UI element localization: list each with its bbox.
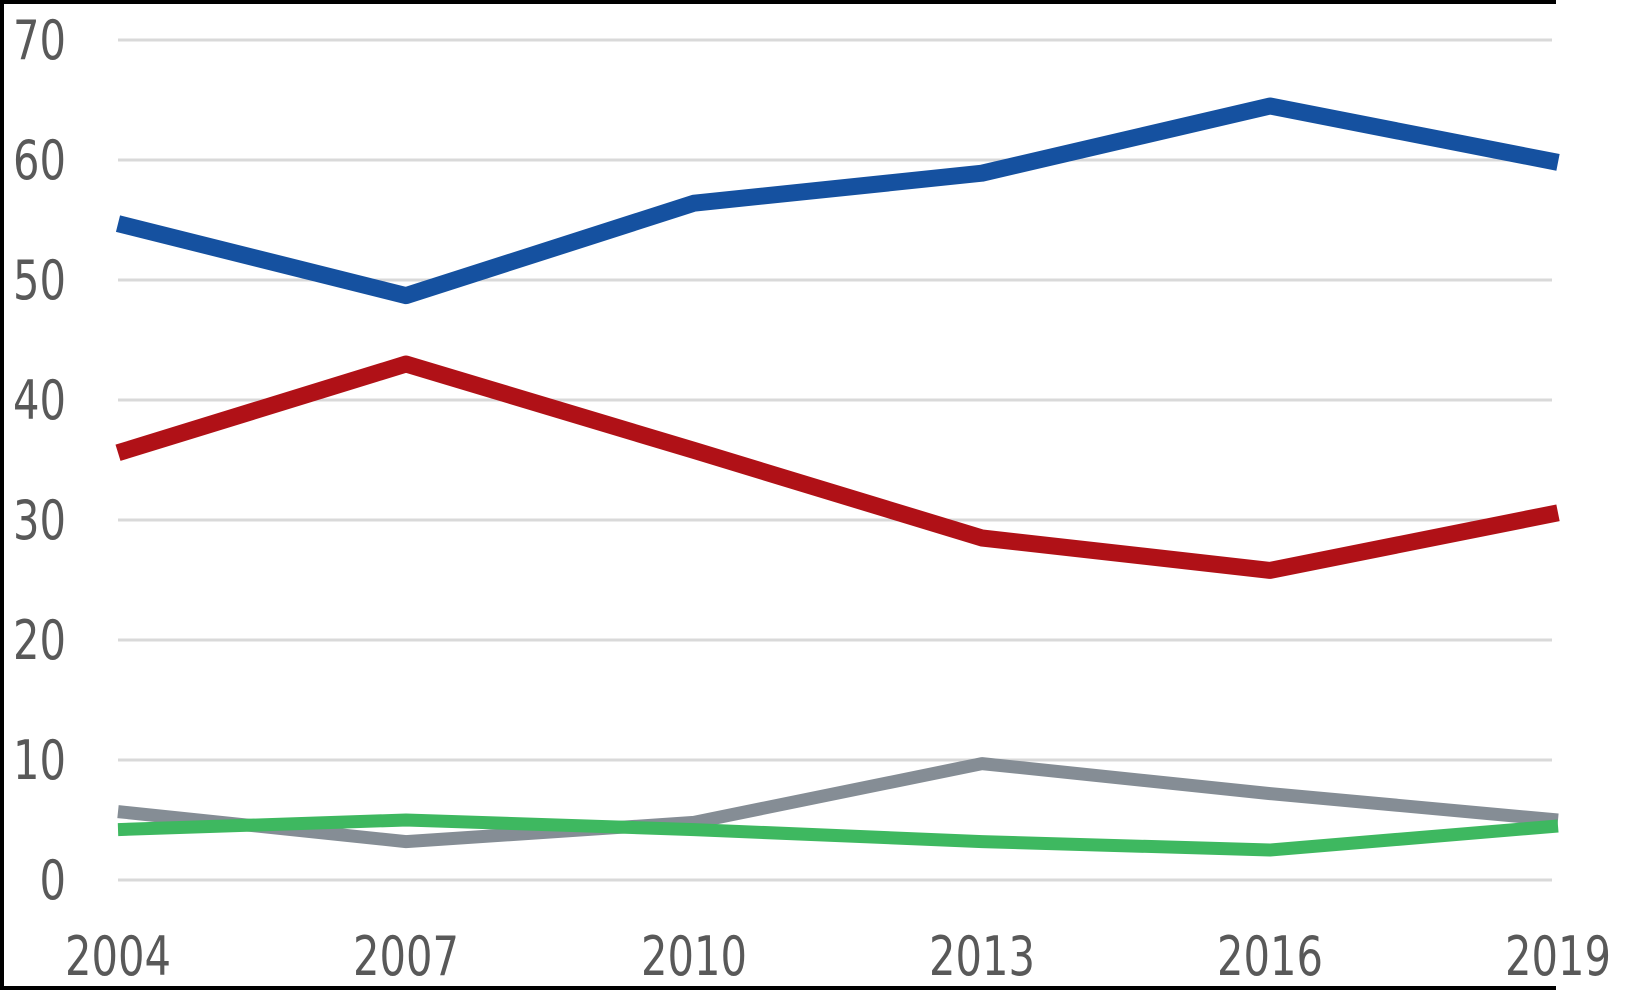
series-lines [115, 97, 1560, 857]
x-tick-label: 2013 [929, 925, 1035, 988]
y-tick-label: 30 [13, 489, 66, 552]
y-tick-label: 50 [13, 249, 66, 312]
y-tick-label: 10 [13, 729, 66, 792]
x-tick-label: 2016 [1217, 925, 1323, 988]
x-axis-tick-labels: 2004 2007 2010 2013 2016 2019 [65, 925, 1611, 988]
x-tick-label: 2007 [353, 925, 459, 988]
y-tick-label: 70 [13, 9, 66, 72]
x-tick-label: 2004 [65, 925, 171, 988]
x-tick-label: 2010 [641, 925, 747, 988]
gridlines [118, 38, 1552, 882]
series-line-blue [115, 97, 1560, 305]
y-tick-label: 60 [13, 129, 66, 192]
x-tick-label: 2019 [1505, 925, 1611, 988]
y-tick-label: 40 [13, 369, 66, 432]
y-axis-tick-labels: 0 10 20 30 40 50 60 70 [13, 9, 66, 912]
series-line-gray [117, 757, 1559, 849]
series-line-green [117, 813, 1559, 857]
y-tick-label: 0 [40, 849, 67, 912]
series-line-red [115, 355, 1560, 579]
y-tick-label: 20 [13, 609, 66, 672]
